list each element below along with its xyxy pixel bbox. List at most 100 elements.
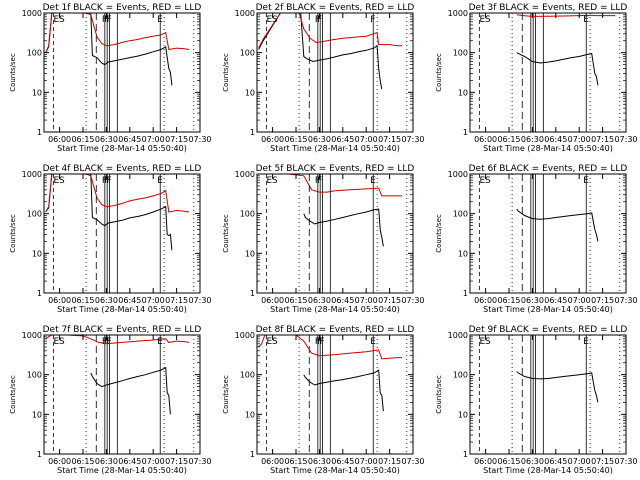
series-events bbox=[516, 52, 599, 86]
x-tick-label: 07:30 bbox=[614, 135, 637, 144]
series-events bbox=[516, 208, 599, 242]
y-tick-label: 1000 bbox=[448, 331, 468, 340]
panel-det-9: Det 9f BLACK = Events, RED = LLD 1 10 100 10… bbox=[435, 325, 638, 475]
x-tick-label: 07:30 bbox=[614, 457, 637, 466]
y-tick-label: 100 bbox=[27, 210, 42, 219]
x-tick-label: 06:45 bbox=[118, 135, 141, 144]
event-marker-label: S bbox=[485, 15, 491, 25]
x-tick-label: 07:15 bbox=[165, 296, 188, 305]
y-tick-label: 10 bbox=[458, 410, 468, 419]
x-tick-label: 06:00 bbox=[48, 296, 71, 305]
series-lld bbox=[258, 335, 403, 360]
panel-title: Det 4f BLACK = Events, RED = LLD bbox=[43, 164, 202, 174]
plot-frame bbox=[43, 173, 201, 294]
y-tick-label: 1 bbox=[250, 289, 255, 298]
series-events bbox=[45, 174, 173, 251]
x-tick-label: 07:15 bbox=[165, 135, 188, 144]
x-tick-label: 07:00 bbox=[142, 135, 165, 144]
y-tick-label: 1000 bbox=[22, 170, 42, 179]
plot-frame bbox=[256, 334, 414, 455]
x-tick-label: 06:30 bbox=[521, 457, 544, 466]
y-tick-label: 1 bbox=[463, 128, 468, 137]
x-tick-label: 06:00 bbox=[261, 296, 284, 305]
x-tick-label: 06:30 bbox=[308, 135, 331, 144]
x-tick-label: 07:30 bbox=[614, 296, 637, 305]
x-tick-label: 06:00 bbox=[261, 135, 284, 144]
panel-title: Det 2f BLACK = Events, RED = LLD bbox=[256, 3, 415, 13]
y-tick-label: 100 bbox=[240, 210, 255, 219]
x-tick-label: 07:00 bbox=[568, 296, 591, 305]
panel-det-5: Det 5f BLACK = Events, RED = LLD 1 10 100 10… bbox=[222, 164, 425, 314]
x-tick-label: 07:15 bbox=[378, 296, 401, 305]
x-tick-label: 06:00 bbox=[48, 135, 71, 144]
y-tick-label: 1000 bbox=[235, 331, 255, 340]
x-tick-label: 06:30 bbox=[95, 135, 118, 144]
panel-title: Det 3f BLACK = Events, RED = LLD bbox=[469, 3, 628, 13]
x-tick-label: 07:00 bbox=[355, 457, 378, 466]
y-tick-label: 1000 bbox=[235, 170, 255, 179]
panel-det-2: Det 2f BLACK = Events, RED = LLD 1 10 100 10… bbox=[222, 3, 425, 153]
x-tick-label: 07:15 bbox=[378, 457, 401, 466]
x-tick-label: 06:15 bbox=[497, 296, 520, 305]
plot-frame bbox=[256, 173, 414, 294]
x-tick-label: 06:15 bbox=[284, 135, 307, 144]
x-axis-label: Start Time (28-Mar-14 05:50:40) bbox=[483, 305, 613, 314]
event-marker-label: E bbox=[53, 337, 59, 347]
event-marker-label: E bbox=[479, 337, 485, 347]
panel-det-3: Det 3f BLACK = Events, RED = LLD 1 10 100 10… bbox=[435, 3, 638, 153]
x-tick-label: 07:00 bbox=[142, 296, 165, 305]
event-marker-label: E bbox=[583, 176, 589, 186]
y-tick-label: 1 bbox=[463, 289, 468, 298]
x-tick-label: 07:15 bbox=[591, 296, 614, 305]
x-tick-label: 06:00 bbox=[474, 296, 497, 305]
event-marker-label: E bbox=[370, 176, 376, 186]
x-tick-label: 07:15 bbox=[591, 457, 614, 466]
series-lld bbox=[516, 14, 616, 17]
x-axis-label: Start Time (28-Mar-14 05:50:40) bbox=[483, 466, 613, 475]
event-marker-label: S bbox=[272, 337, 278, 347]
y-tick-label: 1000 bbox=[448, 170, 468, 179]
x-tick-label: 07:15 bbox=[591, 135, 614, 144]
y-tick-label: 1 bbox=[37, 450, 42, 459]
event-marker-label: E bbox=[157, 337, 163, 347]
y-tick-label: 10 bbox=[32, 249, 42, 258]
x-tick-label: 06:45 bbox=[544, 135, 567, 144]
y-tick-label: 1 bbox=[463, 450, 468, 459]
event-marker-label: E bbox=[266, 15, 272, 25]
y-tick-label: 100 bbox=[453, 49, 468, 58]
series-events bbox=[90, 366, 171, 415]
x-tick-label: 06:15 bbox=[71, 457, 94, 466]
event-marker-label: S bbox=[59, 176, 65, 186]
plot-frame bbox=[469, 173, 627, 294]
event-marker-label: E bbox=[479, 15, 485, 25]
event-marker-label: F bbox=[317, 337, 322, 347]
event-marker-label: E bbox=[53, 176, 59, 186]
panel-det-6: Det 6f BLACK = Events, RED = LLD 1 10 100 10… bbox=[435, 164, 638, 314]
x-tick-label: 07:30 bbox=[401, 296, 424, 305]
panel-title: Det 6f BLACK = Events, RED = LLD bbox=[469, 164, 628, 174]
y-tick-label: 100 bbox=[27, 371, 42, 380]
y-axis-label: Counts/sec bbox=[222, 214, 230, 253]
y-tick-label: 100 bbox=[453, 210, 468, 219]
x-tick-label: 06:30 bbox=[521, 296, 544, 305]
x-tick-label: 06:45 bbox=[544, 296, 567, 305]
series-lld bbox=[264, 174, 403, 197]
y-axis-label: Counts/sec bbox=[9, 53, 17, 92]
x-tick-label: 06:45 bbox=[331, 296, 354, 305]
y-tick-label: 10 bbox=[458, 249, 468, 258]
plot-frame bbox=[43, 334, 201, 455]
x-axis-label: Start Time (28-Mar-14 05:50:40) bbox=[270, 144, 400, 153]
y-tick-label: 1000 bbox=[448, 9, 468, 18]
x-tick-label: 07:30 bbox=[401, 135, 424, 144]
series-events bbox=[303, 369, 384, 412]
event-marker-label: F bbox=[107, 176, 112, 186]
y-tick-label: 10 bbox=[245, 88, 255, 97]
event-marker-label: F bbox=[317, 176, 322, 186]
event-marker-label: F bbox=[102, 337, 107, 347]
plot-frame bbox=[43, 12, 201, 133]
y-tick-label: 10 bbox=[245, 249, 255, 258]
event-marker-label: S bbox=[272, 176, 278, 186]
series-lld bbox=[258, 13, 403, 49]
y-tick-label: 1000 bbox=[22, 9, 42, 18]
event-marker-label: S bbox=[485, 337, 491, 347]
